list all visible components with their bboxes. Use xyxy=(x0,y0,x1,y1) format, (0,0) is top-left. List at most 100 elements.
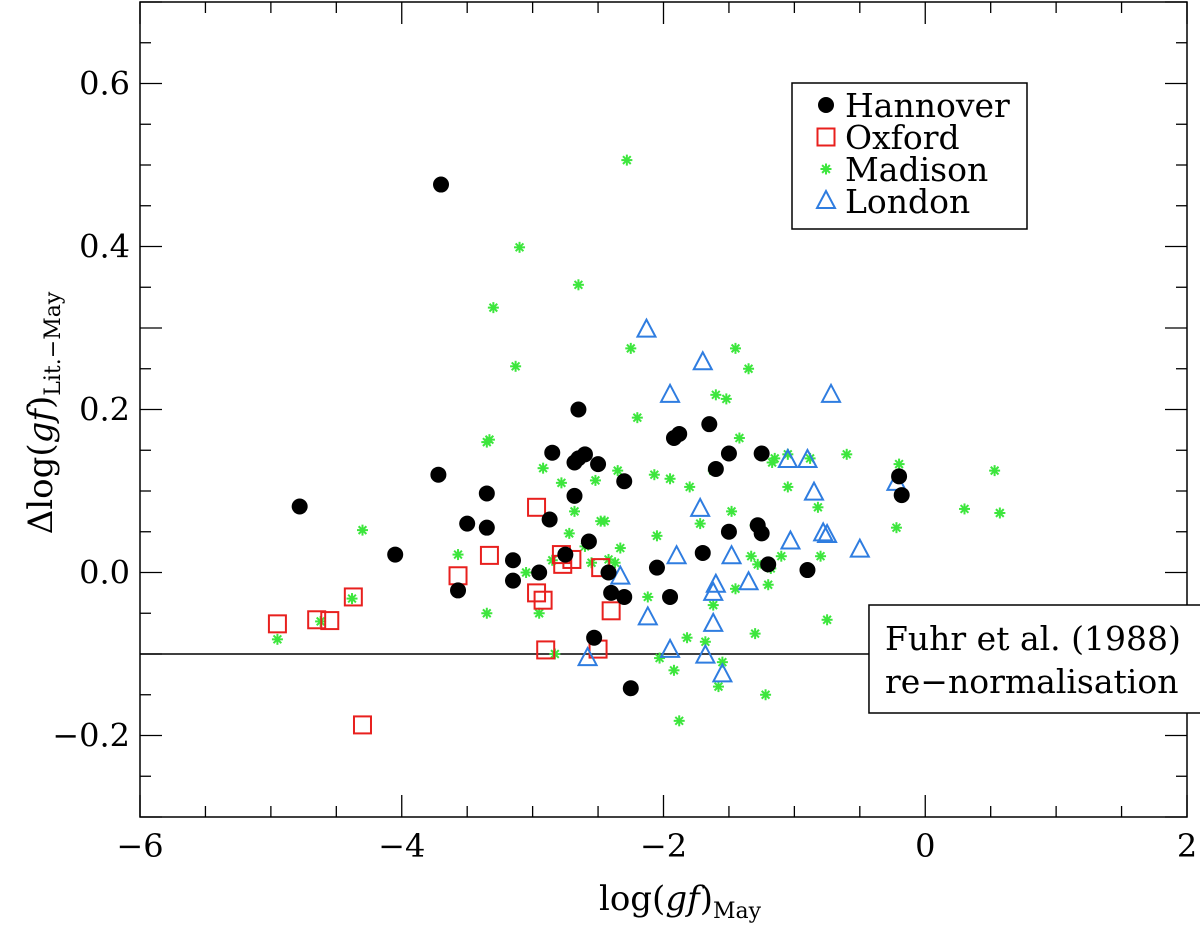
oxford-point xyxy=(267,614,287,634)
madison-point xyxy=(815,550,827,562)
hannover-point xyxy=(586,629,603,646)
madison-point xyxy=(720,393,732,405)
hannover-point xyxy=(893,487,910,504)
madison-point xyxy=(673,715,685,727)
madison-point-stroke xyxy=(990,466,1000,476)
chart-marks xyxy=(140,154,1006,735)
madison-point-stroke xyxy=(730,584,741,594)
hannover-point xyxy=(504,552,521,569)
hannover-point xyxy=(557,546,574,563)
madison-point xyxy=(775,550,787,562)
madison-point-stroke xyxy=(573,280,584,290)
madison-point-stroke xyxy=(590,475,601,486)
hannover-point xyxy=(544,444,561,461)
x-tick-label: 2 xyxy=(1177,827,1197,865)
hannover-point xyxy=(459,515,476,532)
madison-point xyxy=(614,542,626,554)
london-point xyxy=(637,605,659,626)
madison-point-stroke xyxy=(272,634,283,644)
madison-point xyxy=(452,549,464,561)
legend-marker-london xyxy=(815,188,837,209)
x-tick-label: −2 xyxy=(640,827,687,865)
legend-marker-madison-stroke xyxy=(821,164,831,174)
madison-point xyxy=(749,628,761,640)
madison-point xyxy=(487,302,499,314)
madison-point xyxy=(356,524,368,536)
madison-point xyxy=(609,557,621,569)
madison-point xyxy=(694,518,706,530)
y-axis-title-main: Δlog( xyxy=(21,443,61,534)
hannover-point xyxy=(450,582,467,599)
hannover-point xyxy=(891,468,908,485)
madison-point xyxy=(555,477,567,489)
madison-point-stroke xyxy=(685,482,695,492)
oxford-point xyxy=(601,601,621,621)
hannover-point xyxy=(753,525,770,542)
madison-point-stroke xyxy=(842,449,852,459)
hannover-point xyxy=(616,588,633,605)
hannover-point xyxy=(701,416,718,433)
madison-point-stroke xyxy=(708,600,718,610)
madison-point-stroke xyxy=(665,474,675,484)
madison-point-stroke xyxy=(753,559,763,569)
madison-point xyxy=(631,412,643,424)
madison-point xyxy=(346,593,358,605)
legend-label-hannover: Hannover xyxy=(845,86,1010,125)
madison-point xyxy=(510,360,522,372)
madison-point xyxy=(589,474,601,486)
madison-point-stroke xyxy=(484,435,495,445)
madison-point-stroke xyxy=(730,343,741,353)
y-tick-label: 0.0 xyxy=(79,554,130,592)
hannover-point xyxy=(694,544,711,561)
madison-point xyxy=(651,530,663,542)
madison-point-stroke xyxy=(743,364,754,374)
london-point xyxy=(812,521,834,542)
hannover-point xyxy=(753,445,770,462)
madison-point xyxy=(572,279,584,291)
hannover-point xyxy=(566,487,583,504)
madison-point-stroke xyxy=(995,508,1005,518)
madison-point-stroke xyxy=(717,657,727,667)
oxford-point xyxy=(527,497,547,517)
madison-point xyxy=(612,465,624,477)
madison-point-stroke xyxy=(538,463,548,473)
madison-point-stroke xyxy=(726,506,737,516)
madison-point xyxy=(642,591,654,603)
madison-point xyxy=(821,614,833,626)
madison-point xyxy=(668,664,680,676)
madison-point-stroke xyxy=(770,453,780,463)
oxford-point xyxy=(448,566,468,586)
annotation-line-2: re−normalisation xyxy=(885,662,1178,701)
madison-point-stroke xyxy=(674,716,684,726)
madison-point xyxy=(520,567,532,578)
madison-point-stroke xyxy=(613,466,623,476)
x-axis-title-italic: gf xyxy=(665,879,705,919)
hannover-point xyxy=(662,588,679,605)
madison-point-stroke xyxy=(615,543,625,553)
hannover-point xyxy=(671,425,688,442)
madison-point xyxy=(769,452,781,464)
hannover-point xyxy=(580,533,597,550)
madison-point-stroke xyxy=(713,682,724,692)
madison-point xyxy=(752,558,764,570)
london-point xyxy=(576,645,599,667)
hannover-point xyxy=(600,564,617,581)
madison-point xyxy=(712,681,724,693)
oxford-point xyxy=(307,610,327,630)
oxford-point xyxy=(343,587,363,607)
madison-point xyxy=(514,241,526,253)
london-point xyxy=(796,447,819,469)
madison-point xyxy=(782,481,794,493)
madison-point-stroke xyxy=(669,665,679,675)
madison-point-stroke xyxy=(482,608,492,618)
hannover-point xyxy=(387,546,404,563)
hannover-point xyxy=(720,523,737,540)
madison-point-stroke xyxy=(721,394,731,404)
hannover-point xyxy=(707,460,724,477)
hannover-point xyxy=(720,445,737,462)
madison-point-stroke xyxy=(622,155,632,165)
madison-point-stroke xyxy=(891,523,902,533)
legend-marker-madison xyxy=(820,163,832,175)
